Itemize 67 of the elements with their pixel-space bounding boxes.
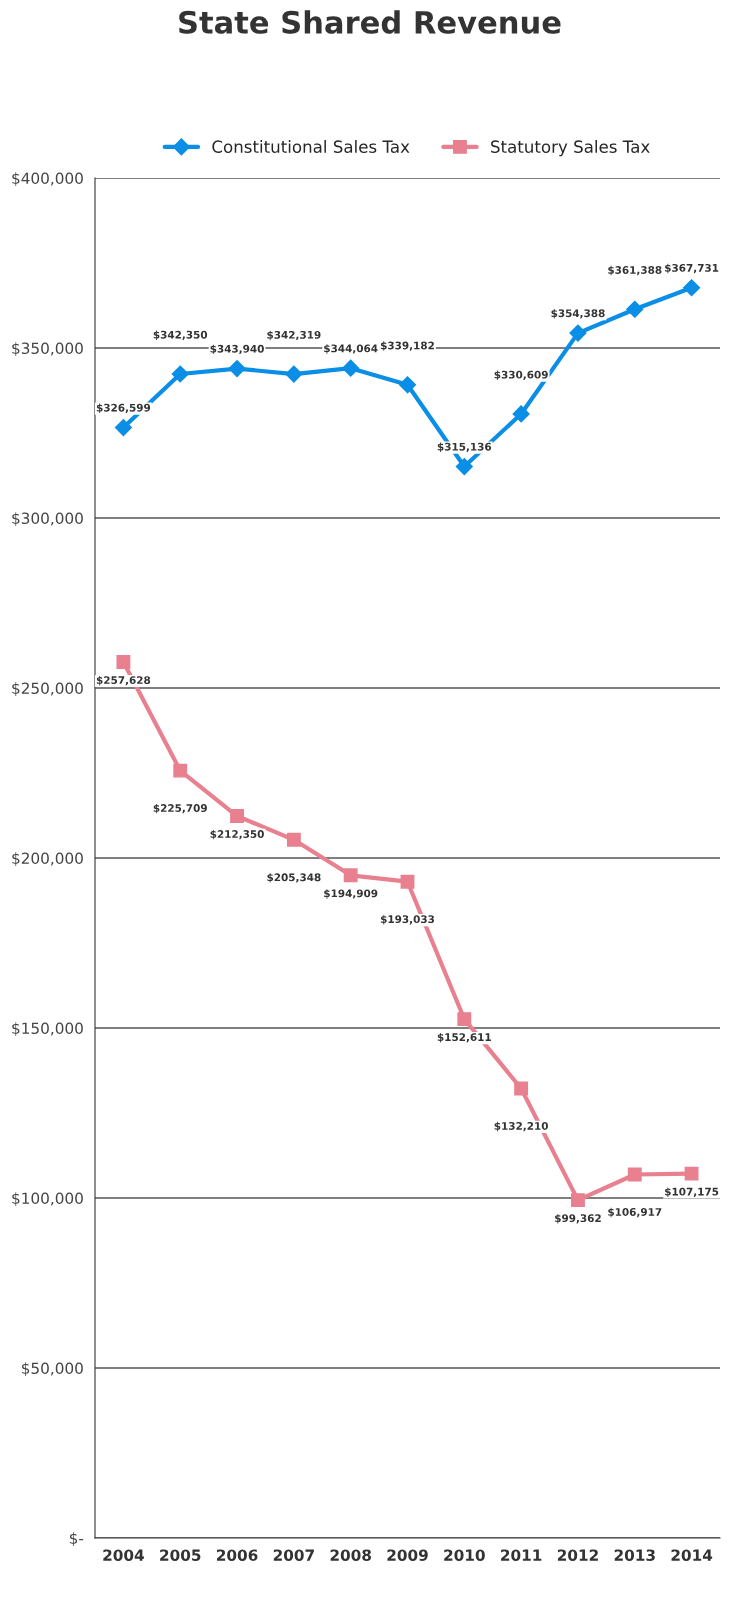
x-tick-label: 2008: [330, 1549, 371, 1561]
x-tick-label: 2007: [273, 1549, 314, 1561]
data-label: $194,909: [324, 889, 378, 899]
y-tick-label: $300,000: [12, 512, 83, 527]
data-label: $315,136: [437, 442, 492, 453]
legend-label: Statutory Sales Tax: [491, 140, 650, 157]
point: [512, 405, 530, 423]
point: [400, 874, 415, 889]
data-label: $225,709: [153, 803, 207, 814]
data-label: $107,175: [665, 1187, 719, 1197]
point: [398, 376, 417, 394]
point: [514, 1081, 529, 1096]
data-label: $99,362: [555, 1214, 601, 1224]
data-label: $330,609: [494, 370, 548, 380]
data-label: $344,064: [324, 344, 378, 354]
x-tick-label: 2009: [387, 1549, 428, 1561]
point: [173, 763, 188, 778]
y-tick-label: $50,000: [21, 1362, 83, 1377]
point: [285, 365, 303, 383]
point: [627, 1167, 642, 1182]
data-label: $342,350: [153, 330, 208, 341]
x-tick-label: 2014: [671, 1549, 713, 1561]
point: [116, 655, 131, 670]
point: [684, 1166, 699, 1181]
point: [230, 809, 244, 823]
point: [455, 457, 473, 476]
data-label: $132,210: [494, 1121, 548, 1132]
y-tick-label: $400,000: [12, 172, 83, 187]
legend-label: Constitutional Sales Tax: [212, 140, 410, 153]
point: [171, 365, 189, 383]
data-label: $354,388: [551, 309, 605, 319]
y-tick-label: $150,000: [12, 1022, 83, 1037]
data-label: $343,940: [210, 344, 264, 355]
data-label: $106,917: [608, 1207, 662, 1218]
data-label: $205,348: [267, 873, 321, 883]
data-label: $361,388: [608, 265, 662, 276]
x-tick-label: 2010: [444, 1549, 485, 1561]
data-label: $326,599: [96, 403, 151, 414]
point: [114, 419, 132, 437]
y-tick-label: $350,000: [12, 342, 83, 357]
data-label: $193,033: [380, 915, 435, 925]
x-tick-label: 2012: [557, 1549, 598, 1561]
x-tick-label: 2013: [614, 1549, 655, 1561]
point: [343, 868, 358, 883]
point: [571, 1193, 585, 1208]
data-label: $152,611: [437, 1033, 491, 1043]
point: [228, 360, 246, 378]
point: [626, 300, 644, 318]
point: [342, 359, 360, 377]
y-tick-label: $250,000: [12, 682, 83, 697]
chart-title: State Shared Revenue: [179, 10, 561, 34]
y-tick-label: $200,000: [12, 852, 83, 867]
data-label: $212,350: [210, 829, 264, 840]
y-tick-label: $100,000: [12, 1192, 83, 1207]
point: [569, 324, 587, 342]
data-label: $257,628: [96, 675, 151, 686]
data-label: $339,182: [380, 341, 434, 351]
x-tick-label: 2004: [103, 1549, 144, 1561]
x-tick-label: 2006: [216, 1549, 258, 1561]
point: [457, 1012, 472, 1027]
x-tick-label: 2005: [160, 1549, 201, 1561]
y-tick-label: $-: [69, 1532, 84, 1547]
point: [683, 279, 701, 297]
data-label: $367,731: [665, 263, 719, 274]
point: [286, 832, 301, 847]
x-tick-label: 2011: [501, 1549, 542, 1561]
data-label: $342,319: [267, 330, 321, 341]
